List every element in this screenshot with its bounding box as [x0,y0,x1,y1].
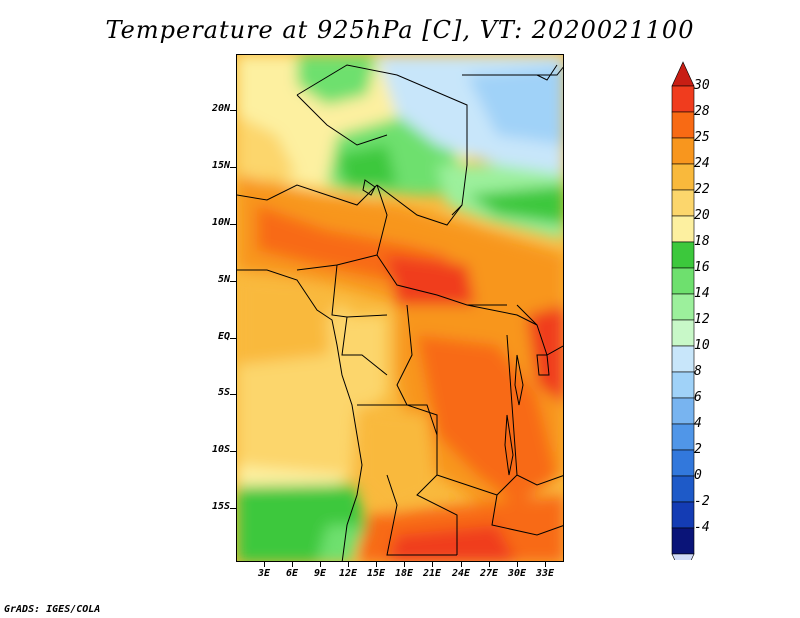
lon-tick [376,562,377,567]
lon-tick [489,562,490,567]
colorbar-label: -2 [694,494,710,509]
lon-label: 33E [535,568,555,579]
lon-tick [320,562,321,567]
colorbar-label: 2 [694,442,702,457]
lon-label: 3E [257,568,271,579]
lon-label: 18E [394,568,414,579]
lon-label: 6E [285,568,299,579]
lat-tick [230,224,236,225]
colorbar-swatch [671,319,695,347]
lat-tick [230,508,236,509]
colorbar-label: 8 [694,364,702,379]
lon-tick [264,562,265,567]
lon-label: 27E [479,568,499,579]
colorbar [671,61,695,560]
colorbar-swatch [671,137,695,165]
lat-tick [230,281,236,282]
colorbar-swatch [671,449,695,477]
lat-label: 10S [211,444,230,455]
lon-tick [292,562,293,567]
lon-tick [348,562,349,567]
colorbar-swatch [671,345,695,373]
colorbar-top-arrow [671,61,695,87]
colorbar-swatch [671,111,695,139]
colorbar-swatch [671,501,695,529]
colorbar-label: 28 [694,104,710,119]
lat-tick [230,110,236,111]
colorbar-label: 25 [694,130,710,145]
colorbar-swatch [671,475,695,503]
lon-label: 30E [507,568,527,579]
colorbar-swatch [671,241,695,269]
colorbar-label: -4 [694,520,710,535]
lon-tick [517,562,518,567]
lakes [362,179,550,476]
lat-tick [230,338,236,339]
lat-label: EQ [217,331,230,342]
colorbar-label: 12 [694,312,710,327]
colorbar-swatch [671,423,695,451]
lon-label: 12E [338,568,358,579]
colorbar-label: 14 [694,286,710,301]
colorbar-label: 22 [694,182,710,197]
colorbar-label: 4 [694,416,702,431]
colorbar-label: 20 [694,208,710,223]
lat-label: 10N [211,217,230,228]
lon-tick [545,562,546,567]
lon-tick [461,562,462,567]
colorbar-label: 0 [694,468,702,483]
map-title: Temperature at 925hPa [C], VT: 202002110… [105,16,695,44]
colorbar-label: 10 [694,338,710,353]
colorbar-swatch [671,85,695,113]
lon-label: 21E [422,568,442,579]
colorbar-swatch [671,189,695,217]
colorbar-label: 18 [694,234,710,249]
credit-text: GrADS: IGES/COLA [4,604,101,615]
temperature-field [237,55,563,561]
temperature-map [236,54,564,562]
colorbar-swatch [671,397,695,425]
colorbar-swatch [671,267,695,295]
colorbar-swatch [671,163,695,191]
lon-label: 24E [451,568,471,579]
colorbar-label: 6 [694,390,702,405]
lon-tick [432,562,433,567]
colorbar-bottom-arrow [671,553,695,560]
lat-tick [230,167,236,168]
colorbar-swatch [671,527,695,555]
lat-label: 15S [211,501,230,512]
lon-tick [404,562,405,567]
country-borders [237,64,563,561]
lat-label: 20N [211,103,230,114]
colorbar-swatch [671,215,695,243]
lat-tick [230,394,236,395]
colorbar-label: 30 [694,78,710,93]
colorbar-swatch [671,371,695,399]
lat-label: 5N [217,274,230,285]
colorbar-label: 24 [694,156,710,171]
lat-label: 15N [211,160,230,171]
lon-label: 9E [313,568,327,579]
colorbar-label: 16 [694,260,710,275]
lat-tick [230,451,236,452]
colorbar-swatch [671,293,695,321]
lat-label: 5S [217,387,230,398]
lon-label: 15E [366,568,386,579]
